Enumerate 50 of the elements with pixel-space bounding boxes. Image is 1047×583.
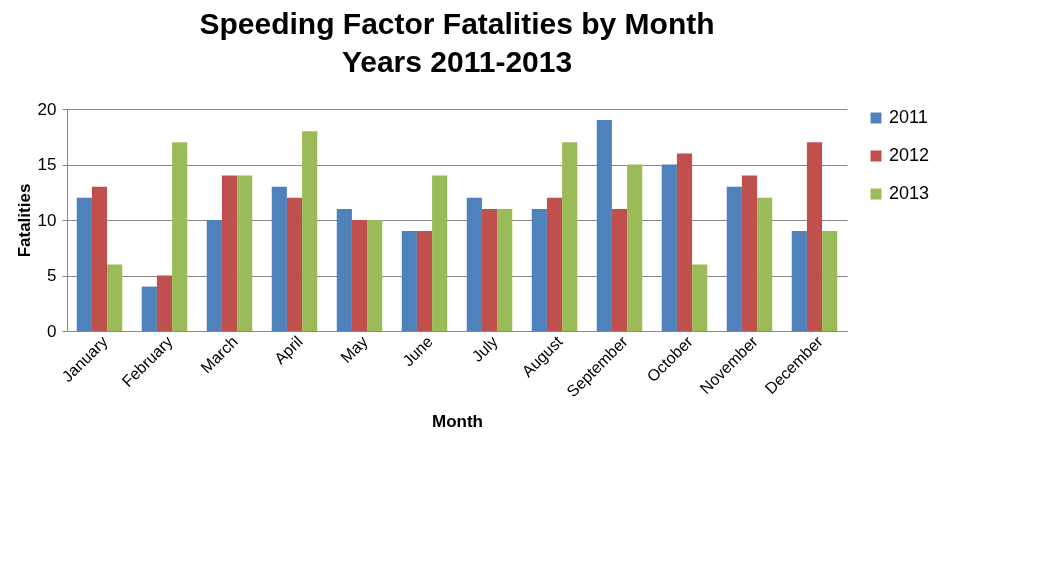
bar [741, 175, 758, 331]
y-tick-label: 5 [47, 266, 57, 285]
bar [107, 264, 123, 331]
bar [627, 164, 643, 331]
bar [76, 197, 92, 331]
bar [302, 131, 318, 331]
x-tick-label: May [337, 332, 371, 367]
bar [661, 164, 677, 331]
bar [271, 186, 287, 331]
bar [336, 208, 352, 331]
bar [206, 220, 222, 331]
y-tick-label: 20 [37, 99, 57, 119]
bar [286, 197, 303, 331]
bar [432, 175, 448, 331]
chart-subtitle: Years 2011-2013 [341, 45, 573, 78]
y-tick-label: 15 [37, 155, 57, 174]
bar [416, 231, 433, 331]
bar [156, 275, 173, 331]
bar [562, 142, 578, 331]
bar [806, 142, 823, 331]
bar [822, 231, 838, 331]
bar [757, 197, 773, 331]
bar [791, 231, 807, 331]
bar [172, 142, 188, 331]
bar [351, 220, 368, 331]
bar [692, 264, 708, 331]
y-tick-label: 0 [47, 321, 57, 341]
bar [141, 286, 157, 331]
bar [611, 208, 628, 331]
x-tick-label: July [468, 332, 501, 365]
y-axis-title: Fatalities [14, 183, 34, 258]
bar [726, 186, 742, 331]
bar [401, 231, 417, 331]
chart-title: Speeding Factor Fatalities by Month [199, 7, 715, 40]
legend-label: 2012 [889, 145, 930, 165]
bar [497, 208, 513, 331]
bar [91, 186, 108, 331]
bar [367, 220, 383, 331]
bar [531, 208, 547, 331]
bar [546, 197, 563, 331]
x-axis-title: Month [432, 412, 483, 432]
bar [676, 153, 693, 331]
bar [221, 175, 238, 331]
y-tick-label: 10 [37, 210, 57, 230]
bar [481, 208, 498, 331]
bar [596, 120, 612, 331]
bar [237, 175, 253, 331]
legend-label: 2011 [889, 107, 928, 127]
bar [466, 197, 482, 331]
legend-label: 2013 [889, 183, 930, 203]
